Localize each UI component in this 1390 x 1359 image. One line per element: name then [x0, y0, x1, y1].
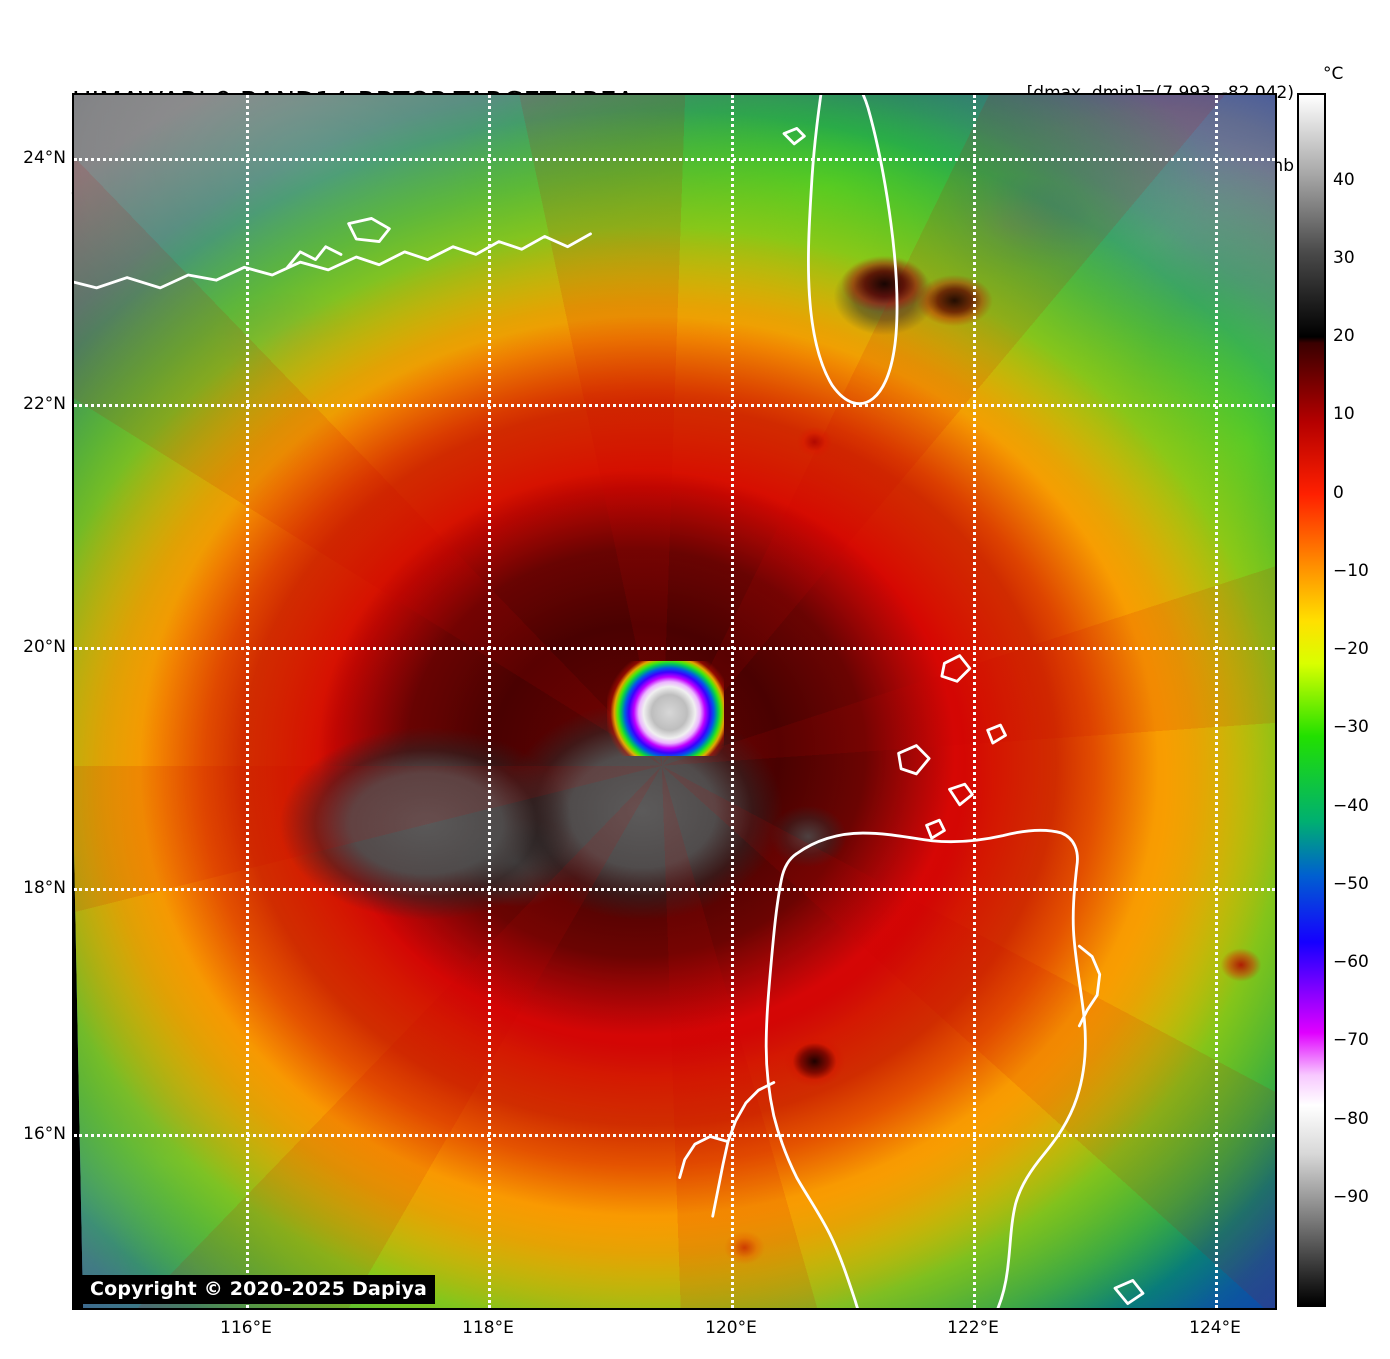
colorbar-units-label: °C: [1323, 64, 1344, 84]
colorbar-tick-m70: −70: [1333, 1030, 1369, 1050]
colorbar-tick-m90: −90: [1333, 1187, 1369, 1207]
colorbar-tick-m30: −30: [1333, 717, 1369, 737]
ir-convective-cells-layer: [74, 95, 1275, 1308]
colorbar-tick-30: 30: [1333, 248, 1355, 268]
satellite-plot-area: Copyright © 2020-2025 Dapiya: [72, 93, 1277, 1310]
colorbar-tick-m40: −40: [1333, 796, 1369, 816]
colorbar-tick-m60: −60: [1333, 952, 1369, 972]
colorbar-tick-m50: −50: [1333, 874, 1369, 894]
colorbar-tick-m10: −10: [1333, 561, 1369, 581]
colorbar-gradient: [1299, 95, 1324, 1305]
lat-tick-24: 24°N: [23, 148, 66, 168]
colorbar-tick-0: 0: [1333, 483, 1344, 503]
colorbar-tick-10: 10: [1333, 404, 1355, 424]
lon-tick-122: 122°E: [947, 1318, 999, 1338]
colorbar-tick-20: 20: [1333, 326, 1355, 346]
lat-tick-16: 16°N: [23, 1124, 66, 1144]
lon-tick-120: 120°E: [705, 1318, 757, 1338]
colorbar-tick-40: 40: [1333, 170, 1355, 190]
copyright-banner: Copyright © 2020-2025 Dapiya: [82, 1275, 436, 1304]
lat-tick-22: 22°N: [23, 394, 66, 414]
temperature-colorbar: [1297, 93, 1326, 1307]
lat-tick-20: 20°N: [23, 637, 66, 657]
lon-tick-124: 124°E: [1189, 1318, 1241, 1338]
lon-tick-118: 118°E: [462, 1318, 514, 1338]
plot-clip: Copyright © 2020-2025 Dapiya: [74, 95, 1275, 1308]
lon-tick-116: 116°E: [220, 1318, 272, 1338]
colorbar-tick-m20: −20: [1333, 639, 1369, 659]
lat-tick-18: 18°N: [23, 878, 66, 898]
colorbar-tick-m80: −80: [1333, 1109, 1369, 1129]
satellite-data-swath: [74, 95, 1275, 1308]
